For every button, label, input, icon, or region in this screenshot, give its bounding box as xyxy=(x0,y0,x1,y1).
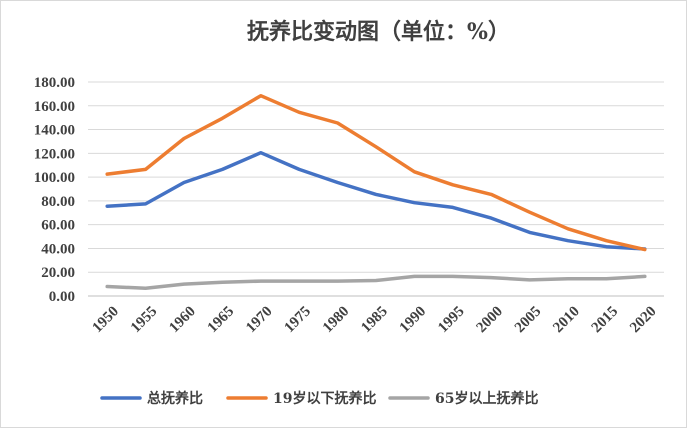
series-line-3 xyxy=(105,274,647,291)
y-tick-label: 0.00 xyxy=(49,289,75,305)
x-tick-label: 1995 xyxy=(435,304,468,337)
x-tick-label: 1955 xyxy=(128,304,161,337)
x-tick-label: 2020 xyxy=(627,304,660,337)
x-tick-label: 1980 xyxy=(320,304,353,337)
x-tick-label: 1985 xyxy=(358,304,391,337)
x-tick-label: 2010 xyxy=(550,304,583,337)
y-tick-label: 100.00 xyxy=(34,170,75,186)
legend-label-1: 总抚养比 xyxy=(147,390,203,407)
x-tick-label: 2015 xyxy=(589,304,622,337)
y-tick-label: 160.00 xyxy=(34,99,75,115)
y-tick-label: 80.00 xyxy=(41,194,75,210)
chart-title: 抚养比变动图（单位：%） xyxy=(247,19,510,45)
series-line-1 xyxy=(105,150,647,251)
x-tick-label: 2000 xyxy=(474,304,507,337)
y-tick-label: 140.00 xyxy=(34,123,75,139)
x-tick-label: 1965 xyxy=(205,304,238,337)
x-tick-label: 1950 xyxy=(90,304,123,337)
y-tick-label: 60.00 xyxy=(41,218,75,234)
y-tick-label: 20.00 xyxy=(41,265,75,281)
x-tick-label: 1975 xyxy=(282,304,315,337)
y-tick-label: 40.00 xyxy=(41,241,75,257)
legend-label-3: 65岁以上抚养比 xyxy=(435,390,538,407)
x-tick-label: 1970 xyxy=(243,304,276,337)
x-tick-label: 1990 xyxy=(397,304,430,337)
legend-label-2: 19岁以下抚养比 xyxy=(273,390,376,407)
y-tick-label: 180.00 xyxy=(34,75,75,91)
x-tick-label: 2005 xyxy=(512,304,545,337)
y-tick-label: 120.00 xyxy=(34,146,75,162)
series-line-2 xyxy=(105,93,647,252)
x-tick-label: 1960 xyxy=(166,304,199,337)
